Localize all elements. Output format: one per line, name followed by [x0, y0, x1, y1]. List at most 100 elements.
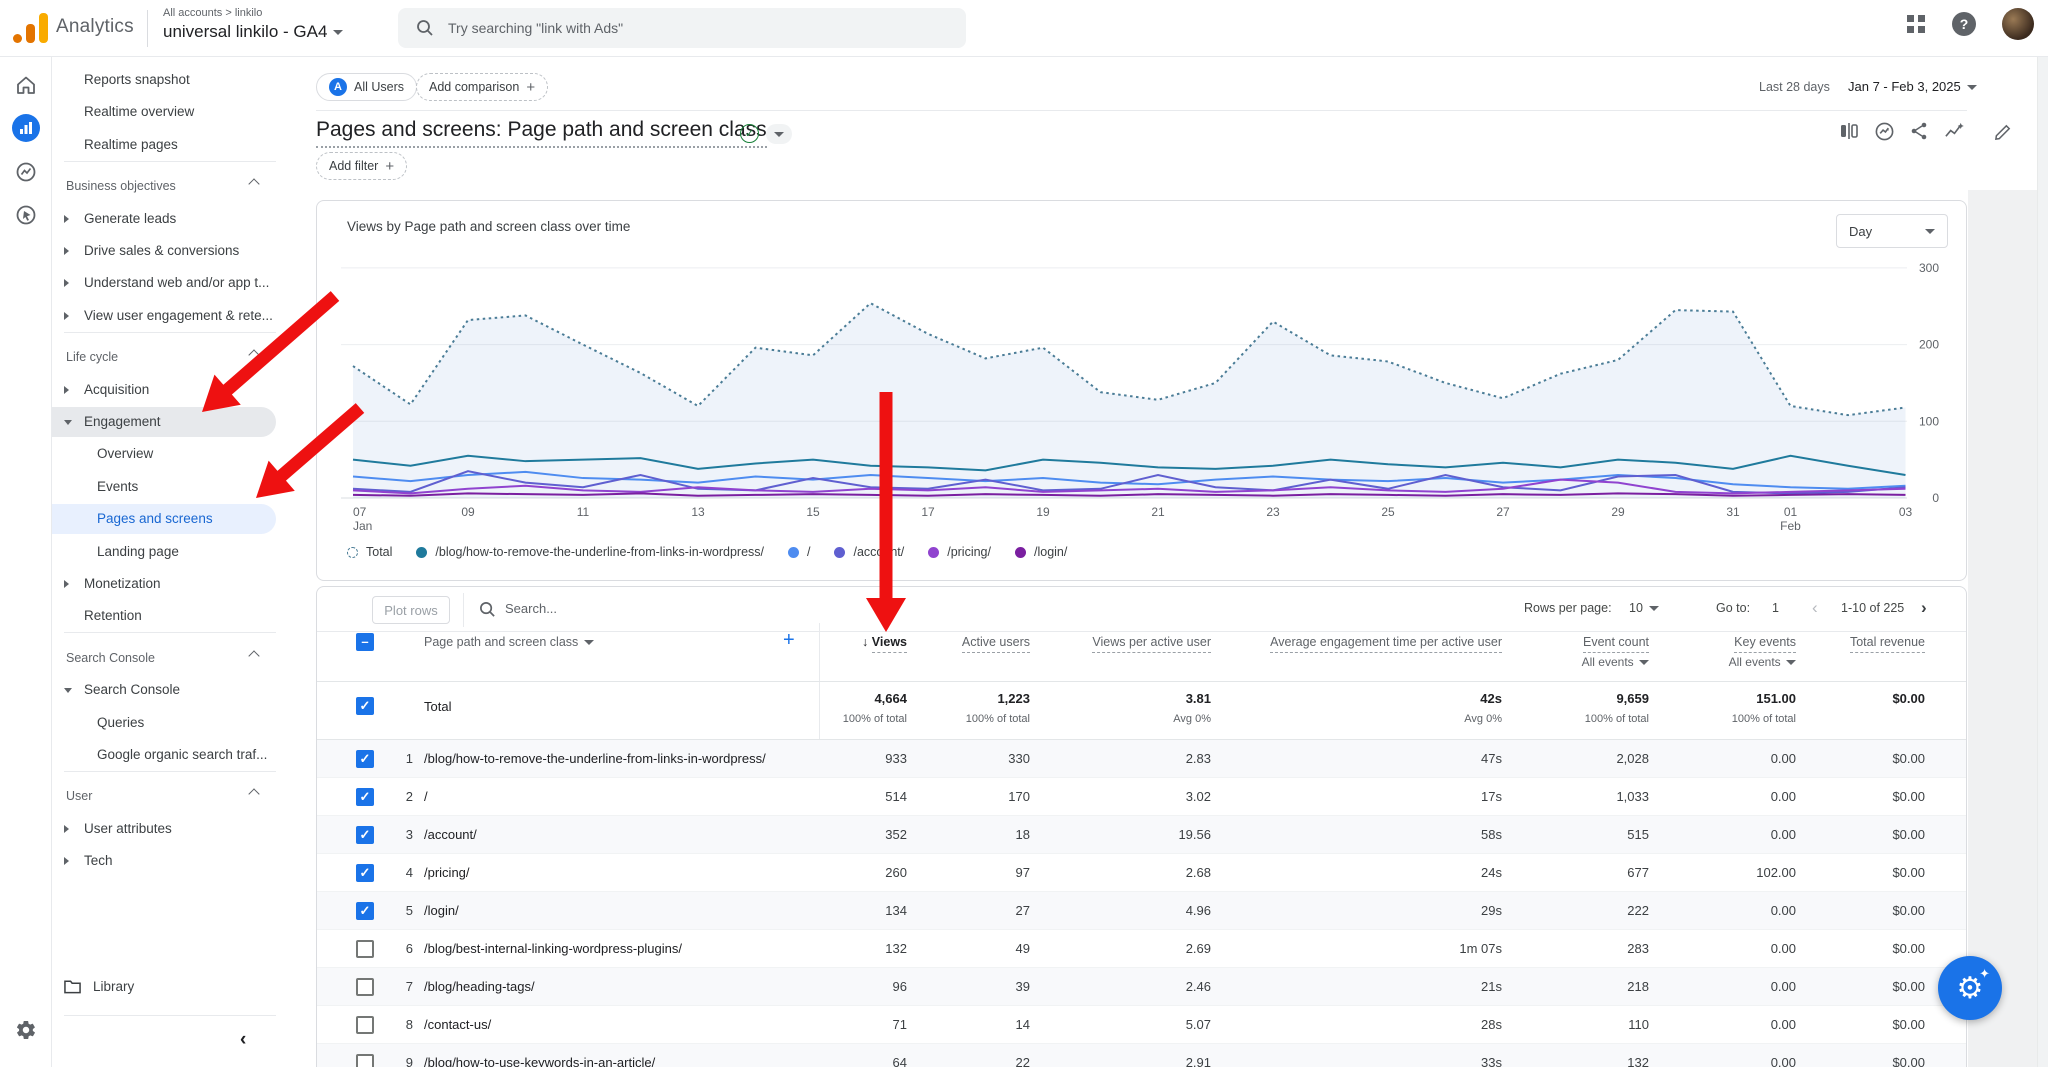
column-header-total-revenue[interactable]: Total revenue: [1850, 635, 1925, 649]
property-selector[interactable]: universal linkilo - GA4: [163, 22, 343, 42]
explore-report-icon[interactable]: [1943, 120, 1965, 142]
data-quality-check-icon[interactable]: ✓: [740, 124, 759, 143]
all-users-chip[interactable]: A All Users: [316, 73, 417, 101]
sidebar-item-search-console[interactable]: Search Console: [52, 675, 276, 705]
legend-item[interactable]: Total: [347, 545, 392, 559]
home-icon[interactable]: [11, 70, 41, 100]
legend-item[interactable]: /login/: [1015, 545, 1067, 559]
page-path-cell[interactable]: /account/: [424, 827, 477, 842]
triangle-right-icon[interactable]: [64, 825, 69, 833]
admin-gear-icon[interactable]: [11, 1015, 41, 1045]
apps-grid-icon[interactable]: [1906, 14, 1926, 34]
triangle-right-icon[interactable]: [64, 215, 69, 223]
column-header-views-per-active-user[interactable]: Views per active user: [1092, 635, 1211, 649]
select-all-checkbox[interactable]: –: [356, 633, 374, 651]
next-page-icon[interactable]: ›: [1921, 598, 1927, 618]
triangle-right-icon[interactable]: [64, 247, 69, 255]
explore-icon[interactable]: [11, 157, 41, 187]
sidebar-item-landing-page[interactable]: Landing page: [52, 537, 276, 567]
sidebar-item-pages-and-screens[interactable]: Pages and screens: [52, 504, 276, 534]
row-checkbox[interactable]: [356, 978, 374, 996]
goto-input[interactable]: 1: [1772, 601, 1779, 615]
avatar[interactable]: [2002, 8, 2034, 40]
sidebar-item-monetization[interactable]: Monetization: [52, 569, 276, 599]
sidebar-item-google-organic-search-traf[interactable]: Google organic search traf...: [52, 740, 276, 770]
page-path-cell[interactable]: /blog/heading-tags/: [424, 979, 535, 994]
row-checkbox[interactable]: ✓: [356, 788, 374, 806]
share-icon[interactable]: [1908, 120, 1930, 142]
sidebar-item-overview[interactable]: Overview: [52, 439, 276, 469]
chevron-up-icon[interactable]: [248, 650, 259, 661]
plot-rows-button[interactable]: Plot rows: [372, 596, 450, 624]
sidebar-item-retention[interactable]: Retention: [52, 601, 276, 631]
sidebar-item-drive-sales-conversions[interactable]: Drive sales & conversions: [52, 236, 276, 266]
triangle-right-icon[interactable]: [64, 279, 69, 287]
page-path-cell[interactable]: /: [424, 789, 428, 804]
page-path-cell[interactable]: /pricing/: [424, 865, 470, 880]
collapse-sidebar-icon[interactable]: ‹: [240, 1029, 246, 1051]
comparison-toggle-icon[interactable]: [1838, 120, 1860, 142]
add-filter-button[interactable]: Add filter+: [316, 152, 407, 180]
total-row-checkbox[interactable]: ✓: [356, 697, 374, 715]
legend-item[interactable]: /account/: [834, 545, 904, 559]
sidebar-item-reports-snapshot[interactable]: Reports snapshot: [52, 65, 276, 95]
rows-per-page-select[interactable]: 10: [1629, 601, 1659, 615]
triangle-right-icon[interactable]: [64, 312, 69, 320]
edit-pencil-icon[interactable]: [1992, 120, 2014, 142]
chevron-up-icon[interactable]: [248, 789, 259, 800]
prev-page-icon[interactable]: ‹: [1812, 598, 1818, 618]
page-path-cell[interactable]: /blog/best-internal-linking-wordpress-pl…: [424, 941, 682, 956]
insights-icon[interactable]: [1873, 120, 1895, 142]
page-path-cell[interactable]: /login/: [424, 903, 459, 918]
row-checkbox[interactable]: [356, 940, 374, 958]
advertising-icon[interactable]: [11, 200, 41, 230]
sidebar-item-understand-web-and-or-app-t[interactable]: Understand web and/or app t...: [52, 268, 276, 298]
sidebar-item-view-user-engagement-rete[interactable]: View user engagement & rete...: [52, 301, 276, 331]
triangle-right-icon[interactable]: [64, 857, 69, 865]
chevron-up-icon[interactable]: [248, 350, 259, 361]
triangle-right-icon[interactable]: [64, 580, 69, 588]
legend-item[interactable]: /: [788, 545, 810, 559]
page-path-cell[interactable]: /blog/how-to-remove-the-underline-from-l…: [424, 751, 766, 766]
breadcrumb[interactable]: All accounts > linkilo: [163, 7, 262, 19]
page-path-cell[interactable]: /blog/how-to-use-keywords-in-an-article/: [424, 1055, 655, 1067]
triangle-down-icon[interactable]: [64, 420, 72, 425]
column-header-average-engagement-time-per-active-user[interactable]: Average engagement time per active user: [1270, 635, 1502, 649]
page-path-cell[interactable]: /contact-us/: [424, 1017, 491, 1032]
event-scope-select[interactable]: All events: [1729, 655, 1796, 669]
add-comparison-button[interactable]: Add comparison+: [416, 73, 548, 101]
row-checkbox[interactable]: [356, 1054, 374, 1067]
sidebar-item-library[interactable]: Library: [52, 972, 276, 1002]
scrollbar[interactable]: [2037, 57, 2048, 1067]
report-title-dropdown[interactable]: [766, 124, 792, 144]
row-checkbox[interactable]: [356, 1016, 374, 1034]
help-icon[interactable]: ?: [1952, 12, 1976, 36]
reports-icon-selected[interactable]: [11, 113, 41, 143]
legend-item[interactable]: /blog/how-to-remove-the-underline-from-l…: [416, 545, 764, 559]
row-checkbox[interactable]: ✓: [356, 750, 374, 768]
legend-item[interactable]: /pricing/: [928, 545, 991, 559]
sidebar-item-realtime-pages[interactable]: Realtime pages: [52, 130, 276, 160]
global-search-input[interactable]: Try searching "link with Ads": [398, 8, 966, 48]
date-range-picker[interactable]: Jan 7 - Feb 3, 2025: [1848, 79, 1977, 94]
column-header-active-users[interactable]: Active users: [962, 635, 1030, 649]
dimension-column-header[interactable]: Page path and screen class: [424, 635, 594, 649]
sidebar-item-user-attributes[interactable]: User attributes: [52, 814, 276, 844]
triangle-right-icon[interactable]: [64, 386, 69, 394]
column-header-key-events[interactable]: Key eventsAll events: [1729, 635, 1796, 669]
table-search-input[interactable]: Search...: [505, 601, 557, 616]
sidebar-item-events[interactable]: Events: [52, 472, 276, 502]
triangle-down-icon[interactable]: [64, 688, 72, 693]
sidebar-item-realtime-overview[interactable]: Realtime overview: [52, 97, 276, 127]
add-column-button[interactable]: +: [783, 629, 795, 652]
assistant-fab-button[interactable]: ⚙✦: [1938, 956, 2002, 1020]
row-checkbox[interactable]: ✓: [356, 864, 374, 882]
event-scope-select[interactable]: All events: [1582, 655, 1649, 669]
column-header-views[interactable]: ↓ Views: [862, 635, 907, 649]
sidebar-item-tech[interactable]: Tech: [52, 846, 276, 876]
row-checkbox[interactable]: ✓: [356, 902, 374, 920]
sidebar-item-engagement[interactable]: Engagement: [52, 407, 276, 437]
sidebar-item-acquisition[interactable]: Acquisition: [52, 375, 276, 405]
sidebar-item-generate-leads[interactable]: Generate leads: [52, 204, 276, 234]
chevron-up-icon[interactable]: [248, 179, 259, 190]
